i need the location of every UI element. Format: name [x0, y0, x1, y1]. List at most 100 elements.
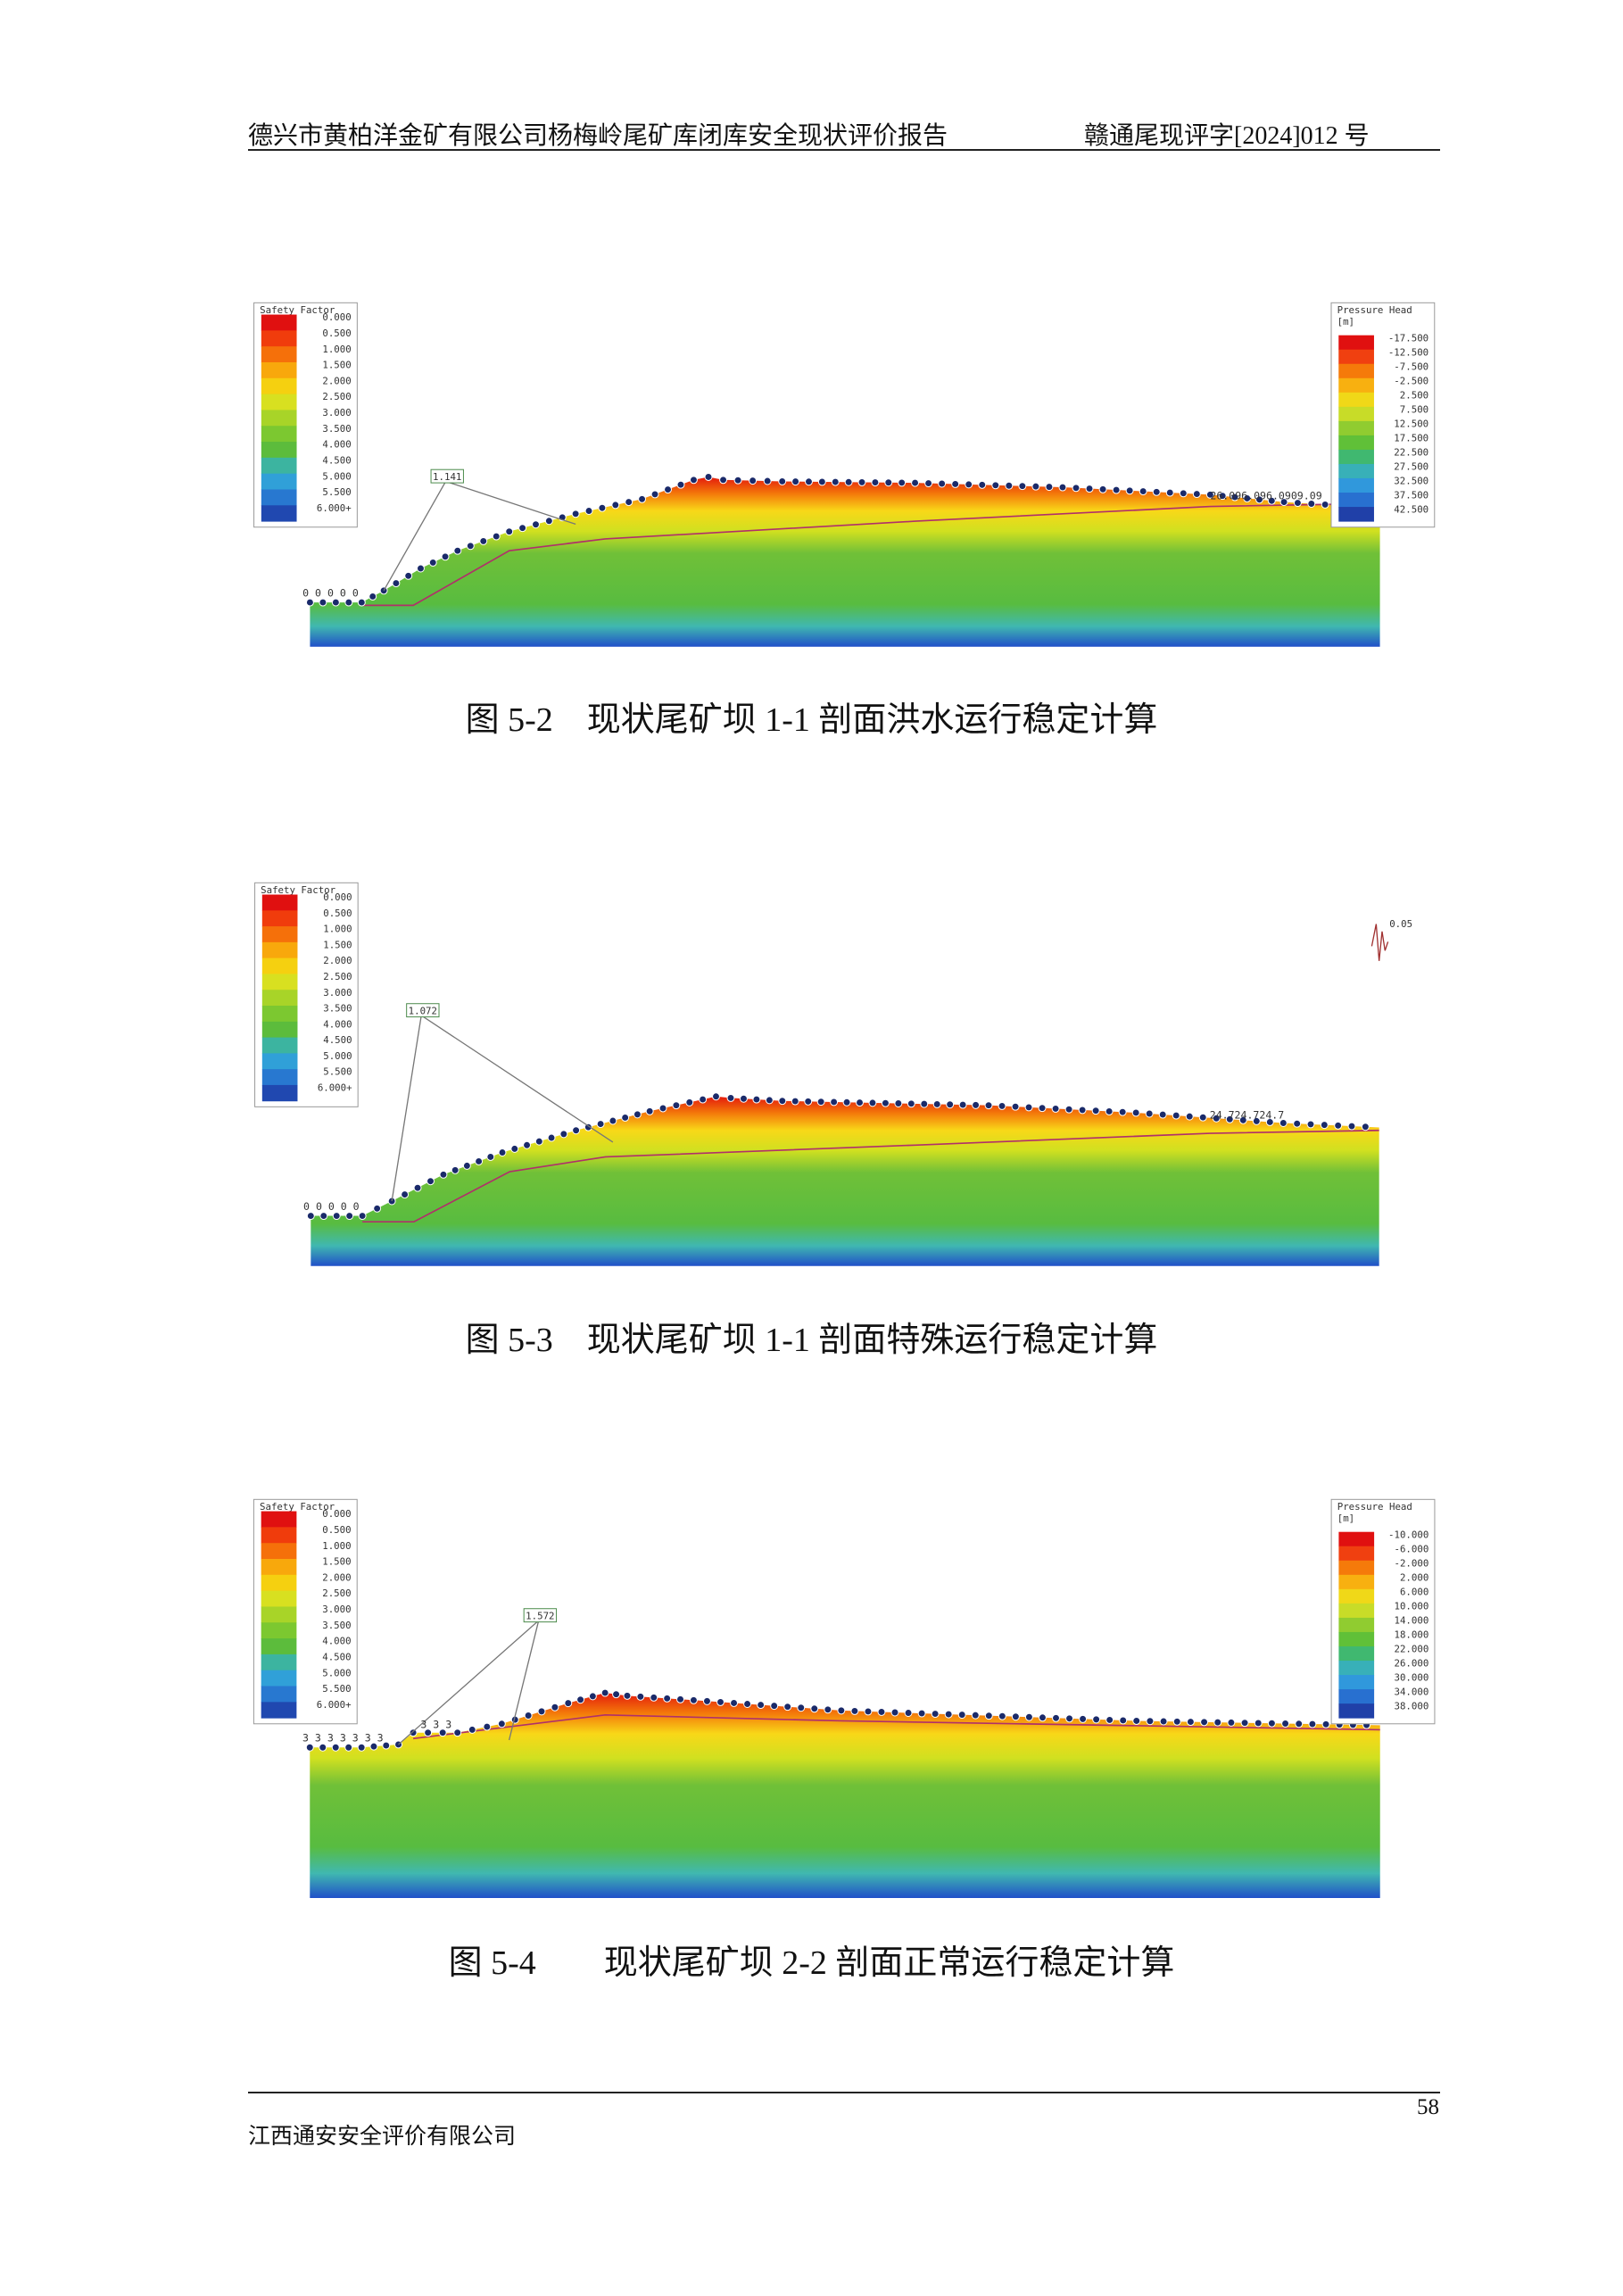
legend-label: 17.500	[1394, 433, 1428, 444]
surface-node	[856, 1098, 864, 1107]
surface-node	[498, 1148, 507, 1156]
legend-label: 37.500	[1394, 490, 1428, 501]
surface-node	[884, 478, 893, 487]
surface-node	[518, 524, 527, 533]
legend-swatch	[1338, 1675, 1375, 1690]
surface-node	[1172, 1111, 1180, 1120]
surface-node	[998, 1712, 1006, 1720]
legend-swatch	[261, 1574, 297, 1592]
legend-swatch	[1338, 1689, 1375, 1704]
surface-node	[931, 1710, 940, 1719]
surface-node	[924, 479, 933, 488]
surface-node	[871, 478, 880, 487]
legend-swatch	[261, 1702, 297, 1719]
surface-node	[379, 586, 388, 595]
surface-node	[358, 1212, 367, 1221]
legend-label: 5.500	[323, 1066, 352, 1078]
legend-swatch	[261, 442, 297, 459]
legend-swatch	[261, 489, 297, 506]
legend-swatch	[261, 314, 297, 331]
legend-swatch	[261, 457, 297, 475]
surface-node	[611, 501, 620, 510]
legend-swatch	[261, 1686, 297, 1703]
surface-node	[1132, 1717, 1141, 1725]
legend-swatch	[261, 361, 297, 379]
surface-node	[344, 598, 353, 607]
surface-node	[453, 1728, 462, 1737]
surface-node	[1306, 1120, 1315, 1129]
legend-label: 4.500	[322, 454, 351, 466]
legend-label: 0.500	[323, 908, 352, 919]
legend-swatch	[261, 990, 298, 1007]
surface-node	[864, 1707, 873, 1716]
surface-node	[424, 1728, 433, 1737]
surface-node	[716, 1697, 725, 1706]
legend-swatch	[261, 894, 298, 911]
legend-swatch	[1338, 1546, 1375, 1562]
surface-node	[1279, 498, 1288, 507]
legend-swatch	[261, 394, 297, 410]
surface-node	[783, 1703, 792, 1712]
surface-node	[702, 1696, 711, 1705]
legend-label: 5.000	[323, 1050, 352, 1062]
toe-label: 3 3 3 3 3 3 3	[302, 1732, 384, 1745]
crest-label: 3 3 3	[420, 1719, 451, 1731]
legend-swatch	[261, 1670, 297, 1687]
terrain	[310, 477, 1380, 647]
surface-node	[1038, 1104, 1047, 1113]
surface-node	[951, 479, 960, 488]
legend-label: 1.000	[323, 924, 352, 935]
legend-label: 0.000	[322, 311, 351, 323]
legend-label: 0.500	[322, 327, 351, 339]
surface-node	[1079, 1714, 1088, 1723]
legend-label: 6.000+	[317, 1699, 352, 1711]
surface-node	[462, 1161, 471, 1170]
footer-company: 江西通安安全评价有限公司	[248, 2125, 517, 2149]
legend-swatch	[261, 974, 298, 991]
surface-node	[797, 1703, 806, 1712]
surface-node	[559, 1130, 568, 1139]
surface-node	[564, 1699, 573, 1708]
surface-node	[544, 517, 553, 526]
legend-label: 1.500	[323, 939, 352, 950]
legend-label: 4.000	[322, 1636, 351, 1647]
legend-swatch	[261, 1006, 298, 1023]
legend-swatch	[1338, 1645, 1375, 1662]
legend-swatch	[1338, 363, 1374, 379]
figure: 1.572 3 3 3 3 3 3 3 3 3 3 Safety Factor0.00…	[253, 1498, 1436, 1898]
legend-label: 4.000	[322, 439, 351, 451]
surface-node	[492, 532, 501, 541]
surface-node	[1172, 1717, 1181, 1726]
surface-node	[1159, 1717, 1168, 1726]
legend-swatch	[261, 346, 297, 363]
surface-node	[1146, 1717, 1155, 1726]
surface-node	[676, 1695, 685, 1703]
surface-node	[319, 1743, 327, 1752]
legend-label: 2.000	[322, 375, 351, 386]
surface-node	[401, 1190, 410, 1199]
surface-node	[413, 1183, 422, 1192]
legend-label: 3.000	[322, 407, 351, 419]
legend-swatch	[1338, 463, 1374, 479]
surface-node	[958, 1100, 967, 1109]
surface-node	[600, 1688, 609, 1697]
surface-node	[804, 1097, 813, 1106]
toe-label: 0 0 0 0 0	[303, 1200, 360, 1213]
legend-swatch	[1338, 420, 1374, 436]
surface-node	[638, 494, 647, 503]
surface-node	[1024, 1103, 1033, 1112]
legend-swatch	[261, 957, 298, 974]
surface-node	[699, 1095, 708, 1104]
surface-node	[904, 1709, 913, 1717]
legend-label: 22.500	[1394, 447, 1428, 459]
legend-swatch	[1338, 1603, 1375, 1619]
legend-swatch	[261, 410, 297, 427]
surface-node	[596, 1120, 605, 1129]
surface-node	[1321, 1720, 1330, 1728]
legend-swatch	[1338, 406, 1374, 422]
surface-node	[1213, 1718, 1222, 1727]
caption: 图 5-2 现状尾矿坝 1-1 剖面洪水运行稳定计算	[465, 701, 1158, 739]
figure: 1.072 0 0 0 0 0 24.724.724.7 0.05 Safety Fac…	[254, 882, 1412, 1266]
surface-node	[1152, 487, 1161, 496]
legend-swatch	[1338, 478, 1374, 493]
